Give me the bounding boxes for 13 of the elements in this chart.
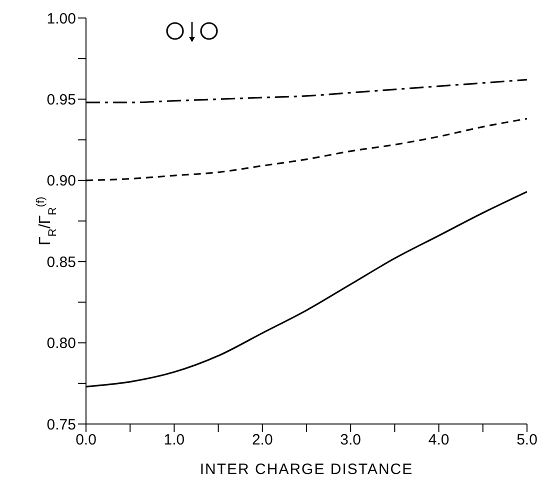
y-tick-label: 0.95 [46,92,76,109]
x-tick-label: 1.0 [164,432,185,449]
y-tick-label: 0.85 [46,254,76,271]
x-tick-label: 2.0 [252,432,273,449]
x-tick-label: 4.0 [428,432,450,449]
y-tick-label: 0.75 [46,416,76,434]
x-tick-label: 3.0 [340,432,362,449]
x-tick-label: 0.0 [76,432,96,449]
y-tick-label: 1.00 [46,10,76,28]
y-tick-label: 0.90 [46,172,76,190]
x-axis-title: INTER CHARGE DISTANCE [200,461,414,478]
x-tick-label: 5.0 [516,432,538,449]
y-tick-label: 0.80 [46,335,76,352]
